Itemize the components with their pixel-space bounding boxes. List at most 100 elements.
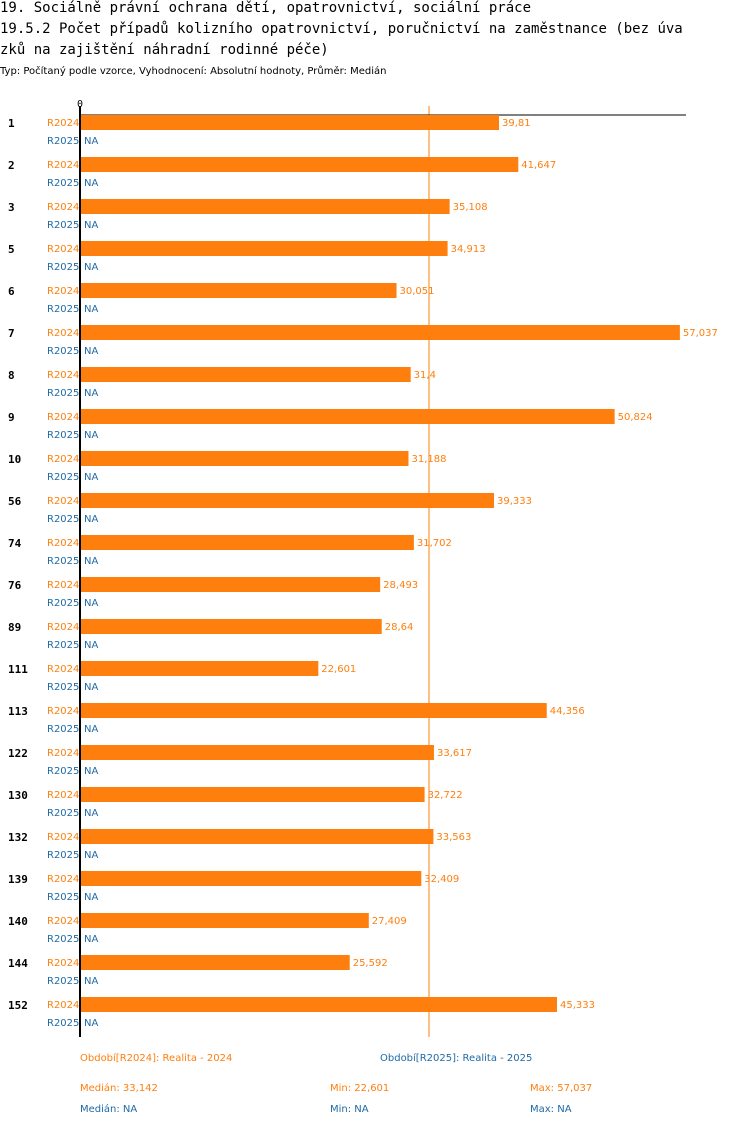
series-label-r2024: R2024 <box>47 202 79 213</box>
category-label: 111 <box>8 663 28 676</box>
stat-r2025-min: Min: NA <box>330 1104 369 1115</box>
data-label-r2024: 30,051 <box>400 286 435 297</box>
bar-r2024 <box>81 409 615 424</box>
bar-r2024 <box>81 325 680 340</box>
bar-r2024 <box>81 703 547 718</box>
series-label-r2025: R2025 <box>47 640 79 651</box>
series-label-r2025: R2025 <box>47 682 79 693</box>
series-label-r2025: R2025 <box>47 304 79 315</box>
bar-r2024 <box>81 871 422 886</box>
series-label-r2025: R2025 <box>47 724 79 735</box>
data-label-r2024: 31,702 <box>417 538 452 549</box>
data-label-r2024: 32,409 <box>424 874 459 885</box>
series-label-r2024: R2024 <box>47 496 79 507</box>
series-label-r2024: R2024 <box>47 706 79 717</box>
series-label-r2025: R2025 <box>47 430 79 441</box>
data-label-r2025: NA <box>84 556 98 567</box>
stat-r2024-max: Max: 57,037 <box>530 1083 593 1094</box>
stat-r2024-min: Min: 22,601 <box>330 1083 390 1094</box>
chart-title-line-3: zků na zajištění náhradní rodinné péče) <box>0 42 329 58</box>
bar-r2024 <box>81 955 350 970</box>
data-label-r2024: 50,824 <box>618 412 653 423</box>
category-label: 140 <box>8 915 28 928</box>
series-label-r2024: R2024 <box>47 118 79 129</box>
series-label-r2025: R2025 <box>47 514 79 525</box>
series-label-r2024: R2024 <box>47 538 79 549</box>
series-label-r2025: R2025 <box>47 766 79 777</box>
category-label: 8 <box>8 369 15 382</box>
series-label-r2025: R2025 <box>47 808 79 819</box>
bar-r2024 <box>81 619 382 634</box>
series-label-r2025: R2025 <box>47 976 79 987</box>
data-label-r2024: 35,108 <box>453 202 488 213</box>
category-label: 76 <box>8 579 22 592</box>
data-label-r2025: NA <box>84 724 98 735</box>
category-label: 122 <box>8 747 28 760</box>
series-label-r2025: R2025 <box>47 1018 79 1029</box>
series-label-r2024: R2024 <box>47 412 79 423</box>
series-label-r2024: R2024 <box>47 244 79 255</box>
category-label: 10 <box>8 453 21 466</box>
category-label: 113 <box>8 705 28 718</box>
series-label-r2025: R2025 <box>47 346 79 357</box>
series-label-r2024: R2024 <box>47 748 79 759</box>
data-label-r2025: NA <box>84 262 98 273</box>
bar-r2024 <box>81 493 494 508</box>
series-label-r2024: R2024 <box>47 622 79 633</box>
data-label-r2025: NA <box>84 682 98 693</box>
data-label-r2024: 28,493 <box>383 580 418 591</box>
chart-title-line-2: 19.5.2 Počet případů kolizního opatrovni… <box>0 21 683 37</box>
data-label-r2024: 25,592 <box>353 958 388 969</box>
data-label-r2024: 32,722 <box>428 790 463 801</box>
bar-r2024 <box>81 241 448 256</box>
series-label-r2024: R2024 <box>47 454 79 465</box>
data-label-r2025: NA <box>84 808 98 819</box>
data-label-r2025: NA <box>84 934 98 945</box>
series-label-r2025: R2025 <box>47 220 79 231</box>
data-label-r2024: 34,913 <box>451 244 486 255</box>
data-label-r2025: NA <box>84 388 98 399</box>
series-label-r2025: R2025 <box>47 136 79 147</box>
data-label-r2025: NA <box>84 136 98 147</box>
category-label: 3 <box>8 201 15 214</box>
series-label-r2024: R2024 <box>47 1000 79 1011</box>
series-label-r2024: R2024 <box>47 580 79 591</box>
bar-r2024 <box>81 367 411 382</box>
bar-r2024 <box>81 661 319 676</box>
category-label: 152 <box>8 999 28 1012</box>
category-label: 74 <box>8 537 22 550</box>
data-label-r2024: 45,333 <box>560 1000 595 1011</box>
data-label-r2025: NA <box>84 514 98 525</box>
data-label-r2024: 39,81 <box>502 118 531 129</box>
bar-r2024 <box>81 913 369 928</box>
category-label: 139 <box>8 873 28 886</box>
data-label-r2025: NA <box>84 1018 98 1029</box>
category-label: 89 <box>8 621 21 634</box>
category-label: 6 <box>8 285 15 298</box>
series-label-r2025: R2025 <box>47 388 79 399</box>
data-label-r2025: NA <box>84 472 98 483</box>
series-label-r2024: R2024 <box>47 874 79 885</box>
bar-r2024 <box>81 157 519 172</box>
series-label-r2025: R2025 <box>47 850 79 861</box>
data-label-r2024: 31,188 <box>411 454 446 465</box>
data-label-r2024: 22,601 <box>321 664 356 675</box>
x-tick-zero: 0 <box>77 99 83 110</box>
bar-r2024 <box>81 787 425 802</box>
data-label-r2025: NA <box>84 850 98 861</box>
data-label-r2024: 31,4 <box>414 370 436 381</box>
bar-r2024 <box>81 829 434 844</box>
bar-r2024 <box>81 115 500 130</box>
series-label-r2024: R2024 <box>47 370 79 381</box>
data-label-r2024: 28,64 <box>385 622 414 633</box>
data-label-r2024: 39,333 <box>497 496 532 507</box>
data-label-r2024: 27,409 <box>372 916 407 927</box>
bar-r2024 <box>81 535 414 550</box>
category-label: 2 <box>8 159 15 172</box>
series-label-r2025: R2025 <box>47 598 79 609</box>
bar-r2024 <box>81 283 397 298</box>
chart-subtitle: Typ: Počítaný podle vzorce, Vyhodnocení:… <box>0 66 387 77</box>
data-label-r2025: NA <box>84 346 98 357</box>
data-label-r2024: 57,037 <box>683 328 718 339</box>
data-label-r2025: NA <box>84 430 98 441</box>
